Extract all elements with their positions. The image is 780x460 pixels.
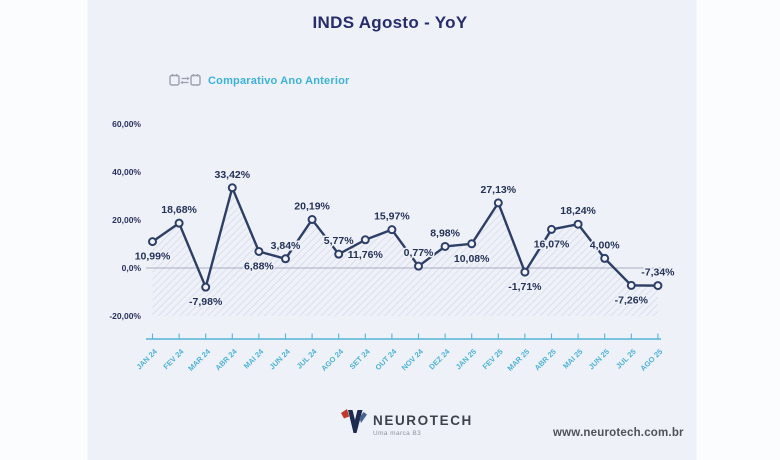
value-label: 10,08% — [454, 253, 490, 265]
data-point-marker — [493, 198, 503, 208]
value-label: 27,13% — [480, 184, 516, 196]
y-tick-label: -20,00% — [109, 311, 141, 321]
value-label: 0,77% — [404, 247, 434, 259]
category-label: OUT 24 — [373, 346, 399, 372]
value-label: 20,19% — [294, 201, 330, 213]
data-point-marker — [360, 235, 370, 245]
value-label: 18,68% — [161, 204, 197, 216]
category-label: MAI 25 — [561, 347, 584, 370]
value-label: 3,84% — [271, 240, 301, 252]
x-axis — [146, 333, 661, 340]
category-label: FEV 25 — [481, 347, 505, 371]
category-label: ABR 25 — [533, 347, 558, 372]
data-point-marker — [227, 183, 237, 193]
category-label: ABR 24 — [213, 346, 239, 372]
category-label: JAN 24 — [135, 346, 160, 371]
brand-subtitle: Uma marca B3 — [373, 430, 422, 437]
data-point-marker — [174, 218, 184, 228]
website-url: www.neurotech.com.br — [553, 427, 684, 439]
neurotech-logo: NEUROTECH Uma marca B3 — [341, 406, 473, 441]
data-point-marker — [201, 282, 211, 292]
category-label: JUN 25 — [587, 347, 611, 371]
data-point-marker — [573, 219, 583, 229]
data-point-marker — [148, 237, 157, 247]
category-label: NOV 24 — [400, 346, 426, 372]
y-tick-label: 0,0% — [122, 263, 142, 273]
category-label: JAN 25 — [454, 347, 478, 371]
neurotech-logo-icon — [341, 406, 367, 441]
data-line — [151, 186, 660, 289]
value-label: -7,34% — [641, 267, 675, 279]
data-point-marker — [520, 267, 530, 277]
value-label: -7,26% — [615, 294, 649, 306]
value-label: 16,07% — [534, 238, 570, 250]
category-label: MAI 24 — [242, 346, 266, 370]
value-label: 18,24% — [560, 205, 596, 217]
legend-label: Comparativo Ano Anterior — [208, 74, 350, 87]
data-point-marker — [281, 254, 290, 264]
value-label: 8,98% — [430, 227, 460, 239]
category-label: MAR 25 — [505, 347, 531, 373]
data-point-marker — [467, 239, 477, 249]
category-label: JUN 24 — [268, 346, 293, 371]
category-label: JUL 25 — [614, 347, 638, 371]
value-label: 5,77% — [324, 235, 354, 247]
value-label: 10,99% — [135, 251, 171, 263]
data-point-marker — [653, 281, 663, 291]
data-point-marker — [547, 224, 556, 234]
value-labels: 10,99% 18,68% -7,98% 33,42% 6,88% 3,84% 20,19%… — [133, 167, 677, 309]
y-axis-labels: 60,00% 40,00% 20,00% 0,0% -20,00% — [109, 119, 141, 321]
calendar-compare-icon — [169, 73, 201, 88]
brand-name: NEUROTECH — [373, 413, 473, 428]
category-labels: JAN 24 FEV 24 MAR 24 ABR 24 MAI 24 JUN 24 JUL … — [135, 346, 665, 372]
y-tick-label: 60,00% — [112, 119, 141, 129]
value-label: -7,98% — [189, 296, 223, 308]
value-label: 33,42% — [214, 169, 250, 181]
category-label: FEV 24 — [161, 346, 186, 371]
data-point-marker — [626, 280, 636, 290]
value-label: 6,88% — [244, 260, 274, 272]
data-point-marker — [440, 241, 450, 251]
data-point-marker — [307, 215, 317, 225]
y-tick-label: 20,00% — [112, 215, 141, 225]
data-points — [148, 183, 663, 292]
legend: Comparativo Ano Anterior — [169, 73, 350, 88]
y-tick-label: 40,00% — [112, 167, 141, 177]
value-label: 15,97% — [374, 211, 410, 223]
data-point-marker — [334, 249, 344, 259]
data-point-marker — [387, 225, 397, 235]
category-label: MAR 24 — [186, 346, 212, 372]
category-label: AGO 25 — [638, 347, 664, 373]
data-point-marker — [254, 246, 264, 256]
category-label: DEZ 24 — [427, 346, 452, 371]
category-label: JUL 24 — [295, 346, 319, 370]
category-label: AGO 24 — [319, 346, 345, 372]
value-label: 4,00% — [590, 239, 620, 251]
area-fill — [152, 187, 658, 316]
value-label: -1,71% — [508, 281, 542, 293]
category-label: SET 24 — [348, 346, 373, 371]
data-point-marker — [600, 253, 610, 263]
data-point-marker — [414, 261, 423, 271]
chart-title: INDS Agosto - YoY — [312, 13, 468, 32]
value-label: 11,76% — [348, 249, 384, 261]
